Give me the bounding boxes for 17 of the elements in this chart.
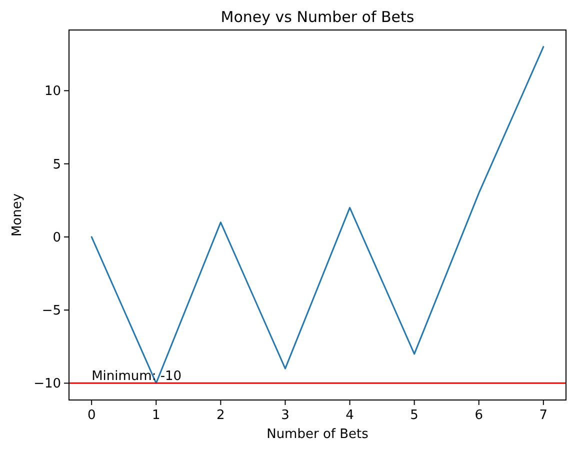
- y-tick-label: −10: [34, 376, 61, 392]
- x-tick-label: 3: [281, 408, 290, 423]
- y-tick-label: 5: [52, 157, 61, 172]
- y-tick-label: 0: [52, 230, 61, 246]
- x-tick-label: 6: [474, 408, 484, 423]
- x-tick-label: 2: [216, 408, 225, 423]
- x-axis-title: Number of Bets: [266, 427, 369, 442]
- line-series: [90, 46, 544, 384]
- x-tick-label: 4: [346, 408, 354, 423]
- x-tick-label: 0: [87, 408, 96, 423]
- y-axis-title: Money: [10, 193, 25, 237]
- y-tick-label: 10: [44, 84, 61, 100]
- chart-title: Money vs Number of Bets: [220, 8, 414, 26]
- x-tick-label: 1: [152, 408, 160, 423]
- x-tick-label: 7: [539, 408, 548, 423]
- y-tick-label: −5: [42, 304, 61, 319]
- x-tick-label: 5: [410, 408, 418, 423]
